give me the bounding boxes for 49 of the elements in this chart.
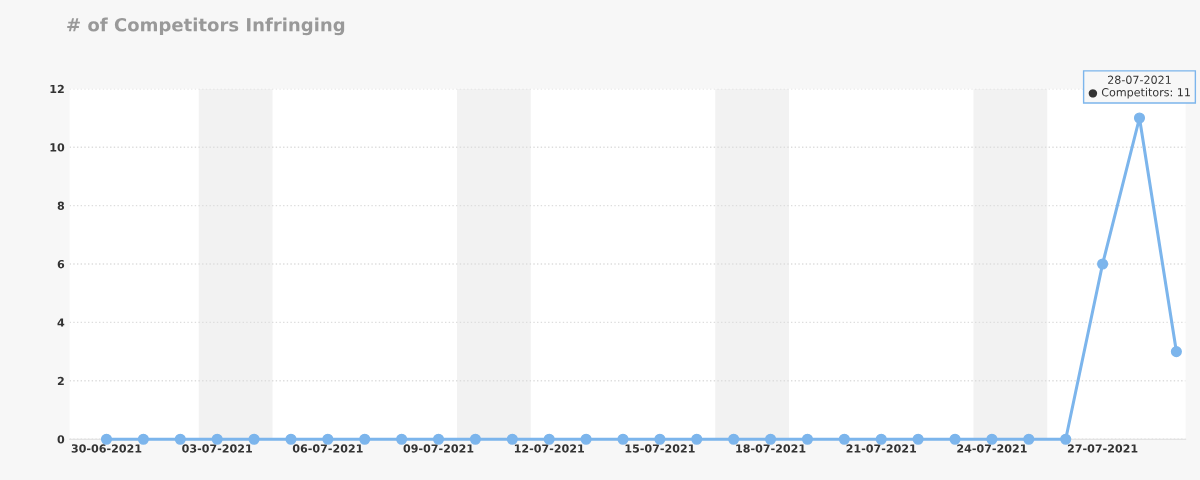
point — [986, 433, 998, 445]
point — [654, 433, 666, 445]
point — [912, 433, 924, 445]
point — [174, 433, 186, 445]
point — [1023, 433, 1035, 445]
point — [359, 433, 371, 445]
point — [137, 433, 149, 445]
x-tick-label: 30-06-2021 — [71, 444, 142, 453]
x-tick-label: 09-07-2021 — [403, 444, 474, 453]
point — [1097, 258, 1109, 270]
point — [801, 433, 814, 445]
y-tick-label: 4 — [57, 318, 65, 327]
point — [1133, 112, 1146, 124]
y-tick-label: 2 — [57, 376, 64, 386]
point — [396, 433, 408, 445]
x-tick-label: 03-07-2021 — [182, 444, 252, 453]
point — [211, 433, 223, 445]
x-tick-label: 21-07-2021 — [846, 444, 917, 453]
x-tick-label: 15-07-2021 — [625, 444, 695, 453]
y-tick-label: 8 — [57, 201, 65, 210]
point — [1060, 433, 1072, 445]
point — [875, 433, 887, 445]
chart-title: # of Competitors Infringing — [67, 17, 345, 36]
point — [765, 433, 777, 445]
point — [617, 433, 629, 445]
point — [432, 433, 445, 445]
x-tick-label: 24-07-2021 — [957, 444, 1027, 453]
x-tick-label: 18-07-2021 — [736, 444, 806, 453]
annotation: 28-07-2021 ● Competitors: 11 — [1088, 75, 1190, 99]
point — [543, 433, 555, 445]
y-tick-label: 10 — [50, 143, 65, 152]
x-tick-label: 12-07-2021 — [514, 444, 584, 453]
point — [506, 433, 518, 445]
x-tick-label: 06-07-2021 — [292, 444, 363, 453]
point — [100, 433, 113, 445]
point — [949, 433, 961, 445]
point — [691, 433, 703, 445]
point — [1170, 346, 1182, 358]
y-tick-label: 6 — [57, 259, 65, 269]
y-tick-label: 12 — [50, 84, 64, 94]
y-tick-label: 0 — [57, 435, 65, 444]
point — [322, 433, 334, 445]
point — [580, 433, 592, 445]
point — [248, 433, 260, 445]
point — [728, 433, 740, 445]
point — [285, 433, 297, 445]
x-tick-label: 27-07-2021 — [1067, 444, 1138, 453]
point — [469, 433, 481, 445]
point — [838, 433, 850, 445]
